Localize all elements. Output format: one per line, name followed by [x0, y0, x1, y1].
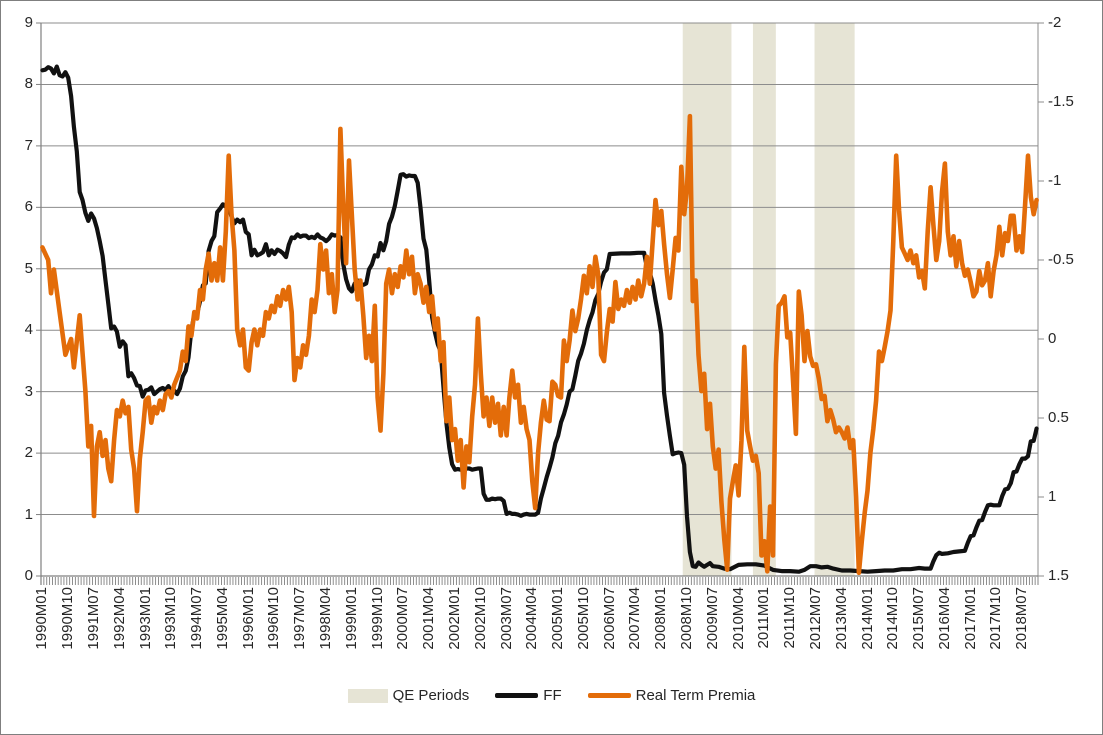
x-axis-tick-label: 2004M04: [523, 587, 541, 650]
x-axis-tick-label: 1999M10: [368, 587, 386, 650]
x-axis-tick-label: 1997M07: [291, 587, 309, 650]
x-axis-tick-label: 2007M04: [626, 587, 644, 650]
x-axis-tick-label: 2017M10: [987, 587, 1005, 650]
left-axis-tick-label: 5: [24, 259, 33, 277]
x-axis-tick-label: 2005M01: [549, 587, 567, 650]
x-axis-tick-label: 1993M10: [162, 587, 180, 650]
x-axis-tick-label: 1992M04: [110, 587, 128, 650]
x-axis-tick-label: 1996M01: [239, 587, 257, 650]
x-axis-tick-label: 1991M07: [85, 587, 102, 650]
x-axis-tick-label: 2008M10: [678, 587, 696, 650]
legend: QE Periods FF Real Term Premia: [1, 687, 1102, 704]
x-axis-tick-label: 2009M07: [703, 587, 721, 650]
right-axis-tick-label: 0.5: [1048, 409, 1069, 426]
right-axis-tick-label: -0.5: [1048, 251, 1074, 268]
qe-period-band-3: [814, 23, 855, 576]
x-axis-tick-label: 2000M07: [394, 587, 412, 650]
x-axis-tick-label: 2018M07: [1013, 587, 1031, 650]
right-axis-tick-label: 1: [1048, 488, 1057, 505]
ff-line-swatch-icon: [495, 693, 539, 698]
x-axis-tick-label: 1994M07: [188, 587, 206, 650]
legend-item-qe-periods: QE Periods: [347, 687, 470, 704]
x-axis-tick-label: 2013M04: [832, 587, 850, 650]
left-axis-tick-label: 4: [24, 321, 33, 339]
right-axis-tick-label: -2: [1048, 14, 1062, 31]
left-axis-tick-label: 1: [24, 505, 33, 523]
x-axis-tick-label: 2011M10: [781, 587, 799, 649]
left-axis-tick-label: 7: [24, 136, 33, 154]
x-axis-tick-label: 2011M01: [755, 587, 773, 649]
x-axis-tick-label: 2006M07: [600, 587, 618, 650]
x-axis-tick-label: 1995M04: [213, 587, 231, 650]
left-axis-tick-label: 0: [24, 567, 33, 584]
left-axis-tick-label: 9: [24, 14, 33, 31]
left-axis-tick-label: 8: [24, 75, 33, 93]
x-axis-tick-label: 2017M01: [961, 587, 979, 650]
ff-series-line: [40, 64, 1039, 574]
x-axis-tick-label: 1999M01: [342, 587, 360, 650]
x-axis-tick-label: 2001M04: [420, 587, 438, 650]
rtp-line-swatch-icon: [587, 693, 631, 698]
x-axis-tick-label: 2002M01: [445, 587, 463, 650]
right-axis-tick-label: 1.5: [1048, 567, 1069, 584]
left-axis-tick-label: 3: [24, 382, 33, 400]
x-axis-tick-label: 2008M01: [652, 587, 670, 650]
legend-item-ff: FF: [495, 687, 562, 704]
legend-label-qe: QE Periods: [392, 687, 470, 704]
legend-label-ff: FF: [543, 687, 562, 704]
qe-period-band-2: [752, 23, 776, 576]
x-axis-tick-label: 1990M10: [59, 587, 77, 650]
x-axis-tick-label: 2005M10: [574, 587, 592, 650]
x-axis-tick-label: 2003M07: [497, 587, 515, 650]
x-axis-tick-label: 1996M10: [265, 587, 283, 650]
x-axis-minor-ticks: [40, 577, 1039, 585]
left-axis-tick-label: 2: [24, 444, 33, 462]
right-axis-tick-label: -1: [1048, 172, 1062, 189]
x-axis-tick-label: 2015M07: [910, 587, 928, 650]
qe-band-swatch-icon: [347, 688, 388, 703]
x-axis-tick-label: 1998M04: [317, 587, 335, 650]
real-term-premia-series-line: [40, 113, 1039, 576]
x-axis-tick-label: 1993M01: [136, 587, 154, 650]
x-axis-tick-label: 2010M04: [729, 587, 747, 650]
x-axis-tick-label: 2012M07: [806, 587, 824, 650]
legend-item-rtp: Real Term Premia: [587, 687, 756, 704]
x-axis-tick-label: 2014M01: [858, 587, 876, 650]
qe-period-band-1: [682, 23, 732, 576]
x-axis-tick-label: 2002M10: [471, 587, 489, 650]
left-axis-tick-label: 6: [24, 198, 33, 216]
x-axis-tick-label: 2014M10: [884, 587, 902, 650]
right-axis-tick-label: 0: [1048, 330, 1057, 347]
right-axis-tick-label: -1.5: [1048, 93, 1074, 110]
x-axis-tick-label: 1990M01: [33, 587, 51, 650]
legend-label-rtp: Real Term Premia: [635, 687, 756, 704]
x-axis-tick-label: 2016M04: [935, 587, 953, 650]
